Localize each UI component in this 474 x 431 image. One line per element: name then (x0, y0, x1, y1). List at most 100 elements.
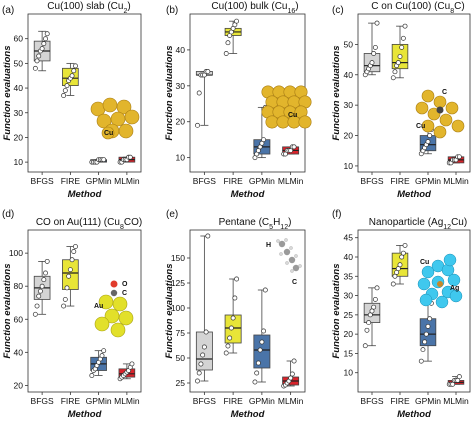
plot-frame (357, 13, 471, 173)
y-tick-label: 20 (344, 329, 354, 339)
data-point (195, 122, 200, 128)
data-point (44, 258, 50, 264)
c-atom (283, 248, 291, 256)
h-atom (285, 261, 289, 265)
data-point (372, 296, 378, 302)
ag-atom (435, 295, 449, 309)
data-point (196, 90, 202, 96)
y-tick-label: 60 (14, 314, 24, 324)
data-point (255, 360, 261, 366)
data-point (67, 267, 73, 273)
data-point (232, 295, 238, 301)
x-tick-label: GPMin (249, 396, 275, 406)
ag-atom (443, 253, 457, 267)
data-point (205, 69, 211, 74)
y-tick-label: 75 (176, 328, 186, 338)
h-atom (298, 264, 302, 268)
data-point (259, 339, 265, 345)
data-point (395, 60, 401, 66)
x-tick-label: BFGS (360, 396, 383, 406)
h-atom (276, 239, 280, 243)
y-axis-title: Function evaluations (2, 263, 13, 358)
y-tick-label: 40 (176, 45, 186, 55)
x-tick-label: FIRE (390, 396, 410, 406)
cu-atom (445, 101, 459, 115)
data-point (372, 44, 378, 50)
y-tick-label: 25 (344, 310, 354, 320)
molecule-label: C (122, 290, 127, 297)
y-tick-label: 100 (171, 303, 185, 313)
x-tick-label: GPMin (415, 396, 441, 406)
y-tick-label: 40 (344, 70, 354, 80)
data-point (43, 270, 48, 276)
data-point (62, 88, 68, 93)
x-tick-label: MLMin (278, 396, 304, 406)
cu-atom (298, 115, 312, 129)
y-axis-title: Function evaluations (331, 263, 342, 358)
panel-title: Pentane (C5H12) (219, 217, 292, 231)
c-atom (436, 106, 444, 114)
x-axis-title: Method (397, 409, 431, 420)
molecule-label: Cu (416, 123, 425, 130)
data-point (61, 93, 67, 98)
y-tick-label: 30 (176, 81, 186, 91)
data-point (390, 281, 396, 287)
y-tick-label: 50 (14, 58, 24, 68)
plot-frame (27, 13, 142, 173)
au-atom (112, 296, 128, 312)
molecule-label: Ag (450, 285, 459, 292)
cu-atom (118, 123, 134, 139)
data-point (423, 331, 429, 337)
panel-title: Cu(100) slab (Cu2) (47, 1, 130, 15)
cu-atom (102, 97, 118, 113)
c-atom (110, 289, 118, 297)
y-tick-label: 20 (344, 131, 354, 141)
data-point (425, 323, 431, 329)
cu-atom (101, 126, 115, 140)
cu-atom (421, 119, 435, 133)
y-tick-label: 30 (344, 100, 354, 110)
cu-atom (451, 119, 465, 133)
y-tick-label: 10 (14, 157, 24, 167)
h-atom (284, 238, 288, 242)
data-point (427, 133, 433, 138)
data-point (223, 51, 229, 56)
plot-frame (357, 229, 471, 393)
data-point (402, 23, 408, 29)
data-point (225, 343, 231, 349)
h-atom (294, 254, 298, 258)
data-point (89, 373, 95, 378)
y-axis-title: Function evaluations (2, 45, 13, 140)
data-point (257, 347, 263, 353)
data-point (399, 44, 405, 50)
cu-atom (433, 95, 447, 109)
panel-d: (d) CO on Au(111) (Cu8CO) 20 40 60 80 100 BFGS F… (2, 209, 142, 420)
x-tick-label: FIRE (61, 176, 81, 186)
data-point (34, 303, 40, 309)
molecule-label: Au (94, 303, 103, 310)
data-point (62, 296, 68, 302)
c-atom (288, 256, 296, 264)
data-point (205, 233, 211, 239)
data-point (390, 75, 396, 81)
data-point (392, 69, 398, 75)
h-atom (289, 246, 293, 250)
x-tick-label: MLMin (443, 176, 469, 186)
data-point (127, 154, 133, 160)
data-point (196, 370, 202, 376)
ag-atom (417, 277, 431, 291)
data-point (201, 344, 207, 350)
y-tick-label: 45 (344, 233, 354, 243)
data-point (420, 347, 426, 353)
ag-atom (421, 265, 435, 279)
x-axis-title: Method (231, 409, 265, 420)
data-point (64, 83, 70, 89)
data-point (228, 325, 234, 331)
x-axis-title: Method (68, 189, 102, 200)
x-tick-label: MLMin (114, 396, 140, 406)
data-point (261, 137, 267, 143)
cu-atom (439, 113, 453, 127)
y-tick-label: 30 (14, 108, 24, 118)
data-point (400, 250, 406, 256)
